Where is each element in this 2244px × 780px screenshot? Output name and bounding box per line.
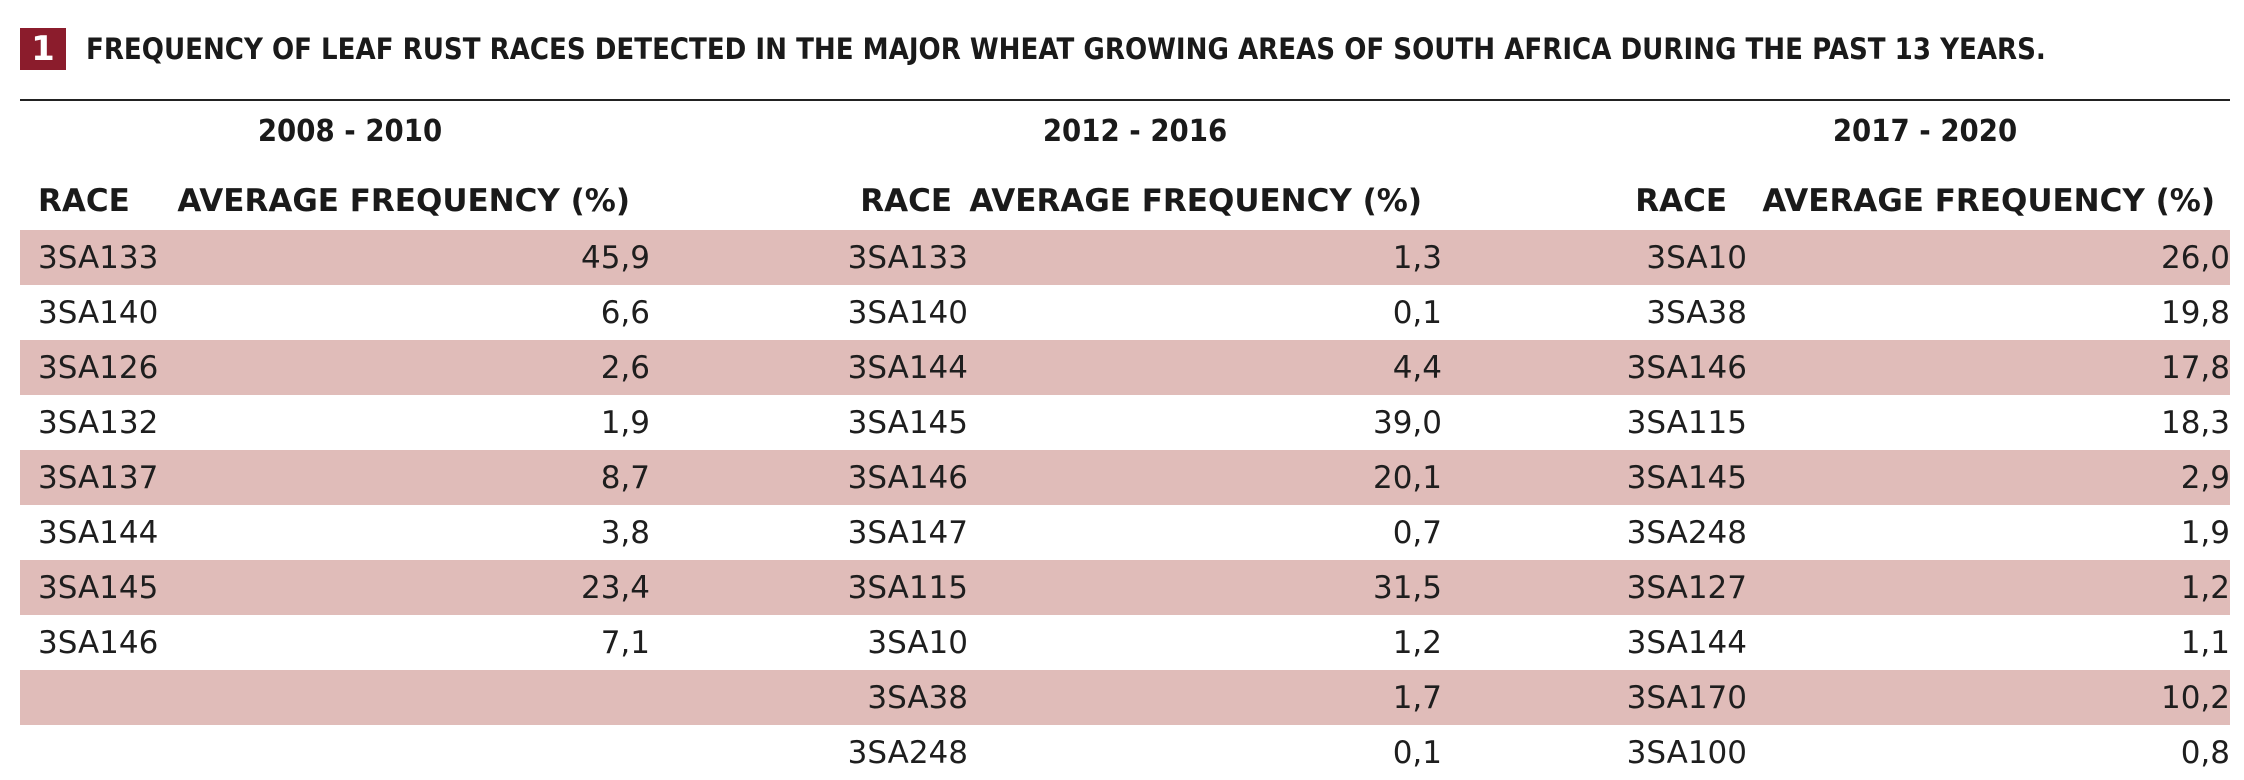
- table-row: 3SA133 45,9 3SA133 1,3 3SA10 26,0: [20, 230, 2230, 285]
- frequency-cell: 1,7: [1392, 679, 1442, 716]
- table-title: FREQUENCY OF LEAF RUST RACES DETECTED IN…: [86, 32, 2046, 66]
- frequency-cell: 17,8: [2160, 349, 2230, 386]
- frequency-cell: 7,1: [600, 624, 650, 661]
- table-number-badge: 1: [20, 28, 66, 70]
- race-column-header: RACE: [38, 183, 130, 219]
- race-cell: 3SA147: [847, 514, 968, 551]
- race-column-header: RACE: [860, 183, 952, 219]
- frequency-cell: 18,3: [2160, 404, 2230, 441]
- race-cell: 3SA248: [1626, 514, 1747, 551]
- period-heading-2017-2020: 2017 - 2020: [1832, 113, 2018, 149]
- race-cell: 3SA133: [38, 239, 159, 276]
- frequency-cell: 19,8: [2160, 294, 2230, 331]
- table-row: 3SA132 1,9 3SA145 39,0 3SA115 18,3: [20, 395, 2230, 450]
- frequency-cell: 3,8: [600, 514, 650, 551]
- race-cell: 3SA146: [38, 624, 159, 661]
- race-cell: 3SA144: [847, 349, 968, 386]
- race-cell: 3SA146: [847, 459, 968, 496]
- frequency-cell: 1,9: [600, 404, 650, 441]
- period-heading-2012-2016: 2012 - 2016: [1042, 113, 1228, 149]
- race-cell: 3SA100: [1626, 734, 1747, 771]
- frequency-cell: 45,9: [580, 239, 650, 276]
- table-row: 3SA146 7,1 3SA10 1,2 3SA144 1,1: [20, 615, 2230, 670]
- table-row: 3SA144 3,8 3SA147 0,7 3SA248 1,9: [20, 505, 2230, 560]
- race-column-header: RACE: [1635, 183, 1727, 219]
- frequency-column-header: AVERAGE FREQUENCY (%): [969, 183, 1422, 219]
- race-cell: 3SA38: [867, 679, 968, 716]
- header-divider: [20, 99, 2230, 101]
- race-cell: 3SA127: [1626, 569, 1747, 606]
- race-cell: 3SA10: [1646, 239, 1747, 276]
- frequency-cell: [220, 670, 650, 725]
- race-cell: 3SA137: [38, 459, 159, 496]
- race-cell: 3SA144: [1626, 624, 1747, 661]
- race-cell: 3SA140: [38, 294, 159, 331]
- frequency-cell: 20,1: [1372, 459, 1442, 496]
- frequency-cell: [220, 725, 650, 780]
- race-cell: 3SA145: [1626, 459, 1747, 496]
- frequency-cell: 0,8: [2180, 734, 2230, 771]
- race-cell: 3SA146: [1626, 349, 1747, 386]
- frequency-cell: 23,4: [580, 569, 650, 606]
- table-row: 3SA248 0,1 3SA100 0,8: [20, 725, 2230, 780]
- frequency-cell: 1,2: [1392, 624, 1442, 661]
- frequency-cell: 4,4: [1392, 349, 1442, 386]
- race-cell: 3SA115: [1626, 404, 1747, 441]
- data-table-body: 3SA133 45,9 3SA133 1,3 3SA10 26,0 3SA140 6,6 3SA…: [20, 230, 2230, 780]
- race-cell: 3SA10: [867, 624, 968, 661]
- frequency-cell: 2,9: [2180, 459, 2230, 496]
- frequency-cell: 6,6: [600, 294, 650, 331]
- frequency-column-header: AVERAGE FREQUENCY (%): [1762, 183, 2215, 219]
- table-row: 3SA137 8,7 3SA146 20,1 3SA145 2,9: [20, 450, 2230, 505]
- race-cell: 3SA115: [847, 569, 968, 606]
- frequency-cell: 10,2: [2160, 679, 2230, 716]
- frequency-cell: 1,1: [2180, 624, 2230, 661]
- frequency-cell: 2,6: [600, 349, 650, 386]
- race-cell: 3SA132: [38, 404, 159, 441]
- table-row: 3SA38 1,7 3SA170 10,2: [20, 670, 2230, 725]
- period-heading-2008-2010: 2008 - 2010: [257, 113, 443, 149]
- table-header: 1 FREQUENCY OF LEAF RUST RACES DETECTED …: [20, 28, 2244, 70]
- frequency-cell: 0,7: [1392, 514, 1442, 551]
- table-row: 3SA140 6,6 3SA140 0,1 3SA38 19,8: [20, 285, 2230, 340]
- race-cell: 3SA145: [38, 569, 159, 606]
- frequency-cell: 0,1: [1392, 734, 1442, 771]
- race-cell: 3SA133: [847, 239, 968, 276]
- frequency-cell: 1,3: [1392, 239, 1442, 276]
- race-cell: 3SA38: [1646, 294, 1747, 331]
- frequency-cell: 0,1: [1392, 294, 1442, 331]
- table-row: 3SA126 2,6 3SA144 4,4 3SA146 17,8: [20, 340, 2230, 395]
- frequency-cell: 1,9: [2180, 514, 2230, 551]
- frequency-cell: 26,0: [2160, 239, 2230, 276]
- frequency-cell: 39,0: [1372, 404, 1442, 441]
- race-cell: 3SA145: [847, 404, 968, 441]
- frequency-cell: 31,5: [1372, 569, 1442, 606]
- frequency-cell: 8,7: [600, 459, 650, 496]
- table-row: 3SA145 23,4 3SA115 31,5 3SA127 1,2: [20, 560, 2230, 615]
- race-cell: 3SA248: [847, 734, 968, 771]
- race-cell: 3SA170: [1626, 679, 1747, 716]
- race-cell: 3SA126: [38, 349, 159, 386]
- frequency-cell: 1,2: [2180, 569, 2230, 606]
- race-cell: 3SA140: [847, 294, 968, 331]
- race-cell: 3SA144: [38, 514, 159, 551]
- frequency-column-header: AVERAGE FREQUENCY (%): [177, 183, 630, 219]
